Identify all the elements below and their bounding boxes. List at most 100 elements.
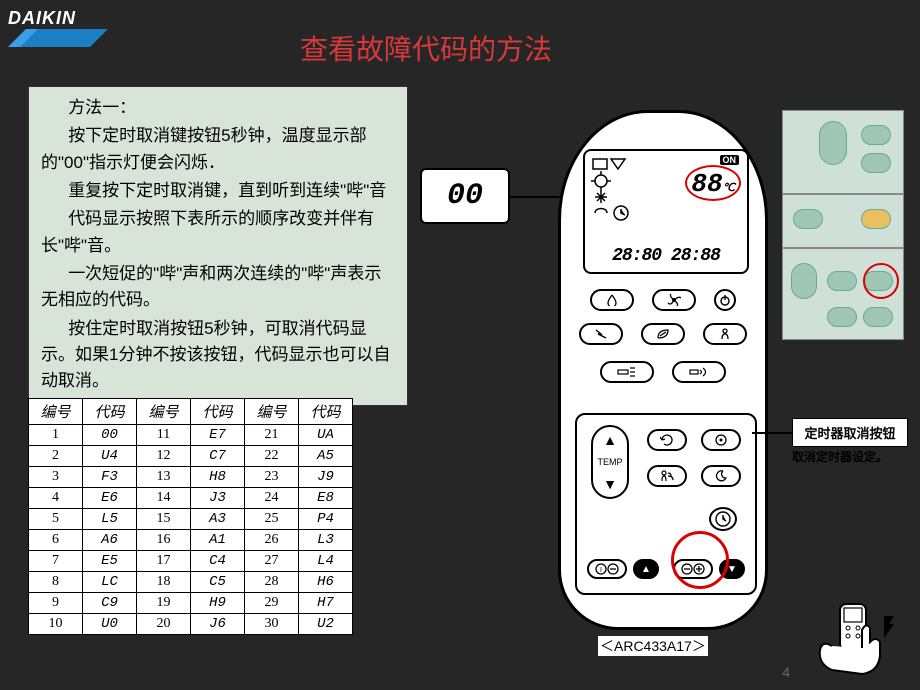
- up-icon: ▲: [641, 564, 651, 575]
- row-number: 29: [245, 593, 299, 614]
- row-number: 19: [137, 593, 191, 614]
- powerful-icon: [594, 328, 608, 340]
- lcd-time-display: 28:80 28:88: [585, 246, 747, 266]
- error-code: U4: [83, 446, 137, 467]
- error-code: C9: [83, 593, 137, 614]
- error-code: C7: [191, 446, 245, 467]
- photo-divider: [783, 247, 903, 249]
- sleep-button[interactable]: [701, 465, 741, 487]
- mode-select-button[interactable]: [647, 429, 687, 451]
- comfort-button[interactable]: [703, 323, 747, 345]
- row-number: 5: [29, 509, 83, 530]
- clock-icon: [711, 509, 735, 529]
- timer-highlight-circle: [671, 531, 729, 589]
- timer-on-set-button[interactable]: ▲: [633, 559, 659, 579]
- photo-btn: [827, 271, 857, 291]
- row-number: 11: [137, 425, 191, 446]
- timer-on-button[interactable]: I: [587, 559, 627, 579]
- row-number: 16: [137, 530, 191, 551]
- row-number: 2: [29, 446, 83, 467]
- sensor-button[interactable]: [647, 465, 687, 487]
- remote-lcd: ON 88℃ 28:80 28:88: [583, 149, 749, 274]
- table-row: 10U020J630U2: [29, 614, 353, 635]
- quiet-icon: [689, 366, 709, 378]
- timer-on-icon: I: [594, 562, 620, 576]
- photo-highlight-circle: [863, 263, 899, 299]
- page-number: 4: [782, 664, 790, 680]
- zoom-display-value: 00: [447, 179, 483, 213]
- row-number: 8: [29, 572, 83, 593]
- error-code: E7: [191, 425, 245, 446]
- logo-text: DAIKIN: [8, 8, 128, 29]
- person-icon: [719, 328, 731, 340]
- swing-button[interactable]: [600, 361, 654, 383]
- row-number: 6: [29, 530, 83, 551]
- error-code: U2: [299, 614, 353, 635]
- error-code: H8: [191, 467, 245, 488]
- method-line: 按下定时取消键按钮5秒钟，温度显示部的"00"指示灯便会闪烁．: [41, 123, 395, 176]
- callout-subtitle: 取消定时器设定。: [792, 448, 888, 465]
- table-row: 2U412C722A5: [29, 446, 353, 467]
- method-line: 重复按下定时取消键，直到听到连续"哔"音: [41, 178, 395, 204]
- photo-btn: [793, 209, 823, 229]
- up-arrow-icon: ▲: [603, 432, 617, 448]
- row-number: 21: [245, 425, 299, 446]
- photo-btn: [861, 125, 891, 145]
- error-code: U0: [83, 614, 137, 635]
- fan-speed-button[interactable]: [701, 429, 741, 451]
- table-row: 9C919H929H7: [29, 593, 353, 614]
- remote-model-label: ＜ARC433A17＞: [598, 636, 708, 656]
- power-button[interactable]: [714, 289, 736, 311]
- error-code: A5: [299, 446, 353, 467]
- remote-lower-panel: ▲ TEMP ▼ I ▲: [575, 413, 757, 595]
- photo-btn: [861, 153, 891, 173]
- logo-swoosh-icon: [8, 29, 108, 47]
- error-code: P4: [299, 509, 353, 530]
- error-code: H6: [299, 572, 353, 593]
- error-code: L5: [83, 509, 137, 530]
- moon-icon: [715, 470, 727, 482]
- table-row: 4E614J324E8: [29, 488, 353, 509]
- method-line: 代码显示按照下表所示的顺序改变并伴有长"哔"音。: [41, 206, 395, 259]
- fan-icon: [667, 294, 681, 306]
- row-number: 15: [137, 509, 191, 530]
- quiet-button[interactable]: [672, 361, 726, 383]
- table-row: 10011E721UA: [29, 425, 353, 446]
- error-code: L3: [299, 530, 353, 551]
- method-description-box: 方法一： 按下定时取消键按钮5秒钟，温度显示部的"00"指示灯便会闪烁． 重复按…: [28, 86, 408, 406]
- col-header: 编号: [137, 399, 191, 425]
- error-code: H9: [191, 593, 245, 614]
- error-code: LC: [83, 572, 137, 593]
- row-number: 20: [137, 614, 191, 635]
- fan-button[interactable]: [652, 289, 696, 311]
- error-code: E6: [83, 488, 137, 509]
- powerful-button[interactable]: [579, 323, 623, 345]
- error-code: 00: [83, 425, 137, 446]
- econo-button[interactable]: [641, 323, 685, 345]
- error-code: A1: [191, 530, 245, 551]
- clock-button[interactable]: [709, 507, 737, 531]
- error-code: A3: [191, 509, 245, 530]
- row-number: 13: [137, 467, 191, 488]
- mode-icon: [660, 434, 674, 446]
- table-header-row: 编号 代码 编号 代码 编号 代码: [29, 399, 353, 425]
- photo-btn: [861, 209, 891, 229]
- photo-btn: [827, 307, 857, 327]
- error-code: L4: [299, 551, 353, 572]
- row-number: 26: [245, 530, 299, 551]
- error-code: H7: [299, 593, 353, 614]
- row-number: 23: [245, 467, 299, 488]
- temp-updown-button[interactable]: ▲ TEMP ▼: [591, 425, 629, 499]
- mode-button[interactable]: [590, 289, 634, 311]
- error-code: C5: [191, 572, 245, 593]
- col-header: 代码: [83, 399, 137, 425]
- lcd-zoom-display: 00: [420, 168, 510, 224]
- table-row: 7E517C427L4: [29, 551, 353, 572]
- error-code: E8: [299, 488, 353, 509]
- page-title: 查看故障代码的方法: [300, 28, 552, 68]
- error-code: J6: [191, 614, 245, 635]
- row-number: 28: [245, 572, 299, 593]
- swing-icon: [617, 366, 637, 378]
- power-icon: [719, 294, 731, 306]
- row-number: 1: [29, 425, 83, 446]
